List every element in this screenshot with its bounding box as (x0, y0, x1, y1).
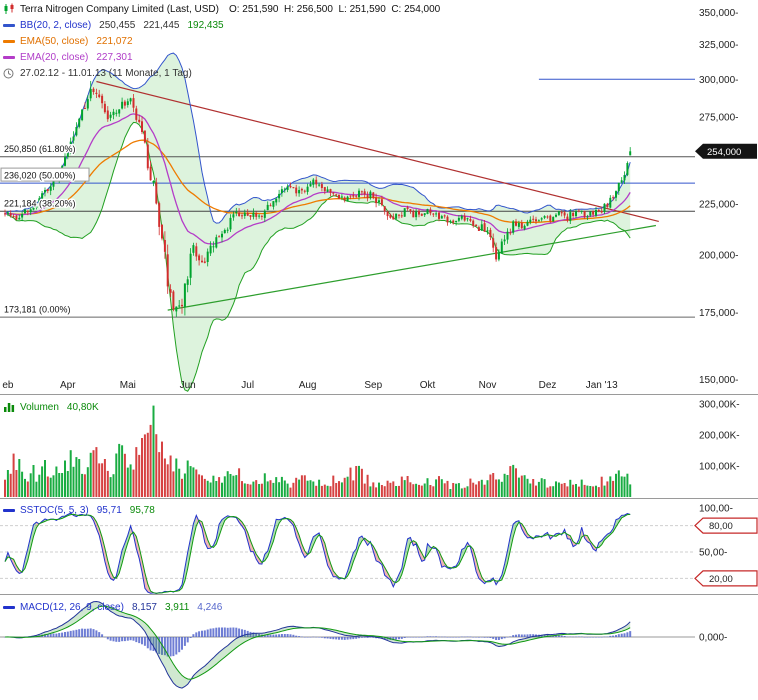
month-tick-label: Dez (539, 380, 557, 391)
stoch-axis-tick: 100,00- (699, 504, 733, 515)
bb-line-icon (3, 23, 15, 27)
fib-label[interactable]: 221,184 (38.20%) (3, 197, 77, 210)
volume-value: 40,80K (66, 401, 99, 413)
month-tick-label: Jan '13 (586, 380, 618, 391)
ema50-label: EMA(50, close) (20, 35, 89, 47)
bb-legend-row[interactable]: BB(20, 2, close) 250,455 221,445 192,435 (3, 17, 440, 33)
clock-icon (3, 68, 17, 79)
ohlc-values: O: 251,590 H: 256,500 L: 251,590 C: 254,… (228, 3, 441, 15)
price-axis-tick: 275,000- (699, 112, 738, 123)
volume-label: Volumen (20, 401, 59, 413)
month-tick-label: Sep (364, 380, 382, 391)
bb-lower-value: 192,435 (187, 19, 224, 31)
ema20-line-icon (3, 55, 15, 59)
stoch-level-tag (694, 517, 758, 534)
stoch-axis-tick: 50,00- (699, 548, 727, 559)
macd-line-icon (3, 605, 15, 609)
ema20-value: 227,301 (96, 51, 133, 63)
ema20-label: EMA(20, close) (20, 51, 89, 63)
price-axis-tick: 300,000- (699, 75, 738, 86)
svg-text:254,000: 254,000 (707, 147, 741, 158)
month-tick-label: Apr (60, 380, 76, 391)
candlestick-icon (3, 3, 17, 15)
fib-label[interactable]: 173,181 (0.00%) (3, 303, 72, 316)
fib-label[interactable]: 250,850 (61.80%) (3, 143, 77, 156)
panel-divider (0, 594, 758, 595)
month-tick-label: Jun (180, 380, 196, 391)
price-panel[interactable] (0, 52, 695, 392)
ema50-line-icon (3, 39, 15, 43)
stoch-line-icon (3, 508, 15, 512)
time-axis: eb Apr Mai Jun Jul Aug Sep Okt Nov Dez Jan '13 (2, 380, 618, 391)
stoch-legend: SSTOC(5, 5, 3) 95,71 95,78 (3, 502, 155, 518)
trend-line[interactable] (167, 224, 657, 311)
ema50-legend-row[interactable]: EMA(50, close) 221,072 (3, 33, 440, 49)
bb-middle-value: 221,445 (143, 19, 180, 31)
month-tick-label: Okt (420, 380, 436, 391)
macd-hist-value: 4,246 (197, 601, 223, 613)
bb-label: BB(20, 2, close) (20, 19, 92, 31)
volume-axis-tick: 200,00K- (699, 431, 740, 442)
fib-label-box[interactable] (0, 167, 90, 182)
panel-divider (0, 498, 758, 499)
svg-text:20,00: 20,00 (709, 574, 733, 585)
price-axis-tick: 350,000- (699, 8, 738, 19)
price-axis-tick: 150,000- (699, 375, 738, 386)
bb-upper-value: 250,455 (99, 19, 136, 31)
volume-panel[interactable] (4, 405, 632, 497)
month-tick-label: Nov (479, 380, 497, 391)
stoch-legend-row[interactable]: SSTOC(5, 5, 3) 95,71 95,78 (3, 502, 155, 518)
last-price-tag (695, 143, 757, 159)
stochastic-panel[interactable] (0, 512, 695, 595)
macd-legend: MACD(12, 26, 9, close) 8,157 3,911 4,246 (3, 599, 222, 615)
price-axis-tick: 200,000- (699, 250, 738, 261)
price-axis-tick: 325,000- (699, 40, 738, 51)
candles-layer (4, 81, 632, 317)
volume-axis-tick: 100,00K- (699, 462, 740, 473)
stoch-level-tag (694, 570, 758, 587)
main-chart-legend: Terra Nitrogen Company Limited (Last, US… (3, 1, 440, 81)
macd-value: 8,157 (131, 601, 157, 613)
macd-axis-tick: 0,000- (699, 633, 727, 644)
bollinger-band-fill (5, 53, 631, 392)
stoch-d-value: 95,78 (129, 504, 155, 516)
ema50-value: 221,072 (96, 35, 133, 47)
volume-axis-tick: 300,00K- (699, 400, 740, 411)
macd-signal-value: 3,911 (164, 601, 190, 613)
price-axis-tick: 225,000- (699, 199, 738, 210)
macd-legend-row[interactable]: MACD(12, 26, 9, close) 8,157 3,911 4,246 (3, 599, 222, 615)
instrument-legend-row[interactable]: Terra Nitrogen Company Limited (Last, US… (3, 1, 440, 17)
macd-panel[interactable] (0, 600, 695, 689)
macd-label: MACD(12, 26, 9, close) (20, 601, 124, 613)
value-axis: 350,000- 325,000- 300,000- 275,000- 225,000-… (699, 8, 740, 643)
fib-label[interactable]: 236,020 (50.00%) (3, 169, 77, 182)
volume-legend: Volumen 40,80K (3, 399, 99, 415)
price-axis-tick: 175,000- (699, 308, 738, 319)
range-legend-row[interactable]: 27.02.12 - 11.01.13 (11 Monate, 1 Tag) (3, 65, 440, 81)
ema20-legend-row[interactable]: EMA(20, close) 227,301 (3, 49, 440, 65)
stoch-k-value: 95,71 (96, 504, 122, 516)
month-tick-label: eb (2, 380, 14, 391)
volume-legend-row[interactable]: Volumen 40,80K (3, 399, 99, 415)
instrument-title: Terra Nitrogen Company Limited (Last, US… (20, 3, 219, 15)
panel-divider (0, 394, 758, 395)
volume-bars-icon (3, 401, 17, 413)
month-tick-label: Mai (120, 380, 136, 391)
svg-text:80,00: 80,00 (709, 521, 733, 532)
month-tick-label: Jul (241, 380, 254, 391)
month-tick-label: Aug (299, 380, 317, 391)
stoch-label: SSTOC(5, 5, 3) (20, 504, 89, 516)
date-range-label: 27.02.12 - 11.01.13 (11 Monate, 1 Tag) (20, 67, 192, 79)
